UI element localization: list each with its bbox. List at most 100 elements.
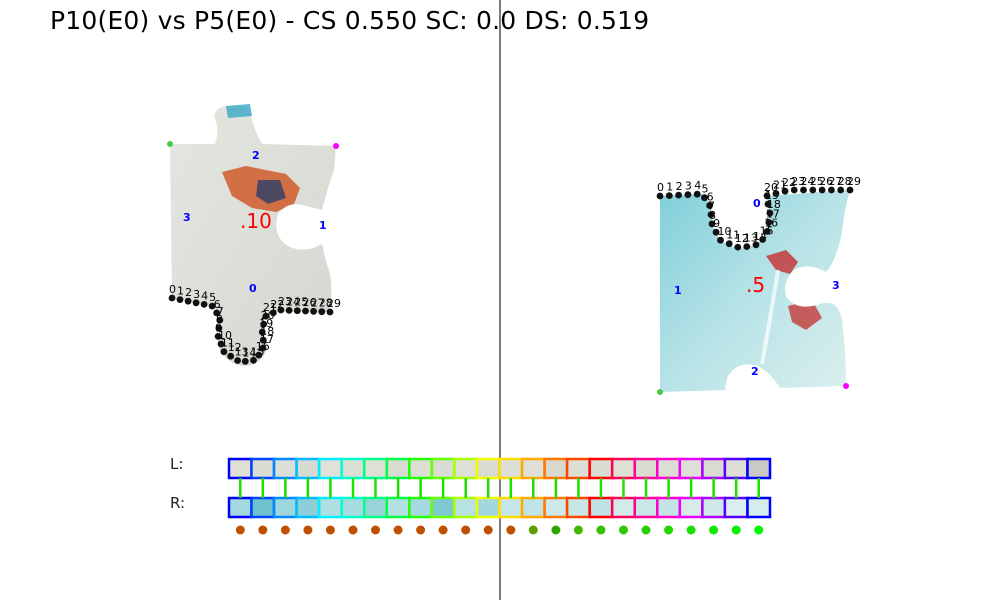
contour-point — [763, 228, 771, 235]
contour-point — [800, 186, 807, 194]
contour-point-index: 8 — [216, 313, 223, 326]
right-strip-cell — [723, 496, 749, 519]
contour-point-index: 4 — [201, 289, 208, 302]
contour-point — [765, 219, 773, 226]
right-strip-cell — [453, 496, 479, 519]
left-strip-cell — [498, 457, 524, 480]
right-strip-cell — [565, 496, 591, 519]
match-score-dot — [731, 525, 741, 535]
contour-point — [269, 309, 277, 317]
left-edge-label-0: 0 — [249, 282, 257, 295]
left-piece-shape — [170, 105, 336, 366]
match-score-dot — [641, 525, 651, 535]
contour-point — [708, 220, 716, 228]
contour-point-index: 2 — [676, 180, 683, 193]
left-strip-cell — [317, 457, 343, 480]
contour-point-index: 25 — [810, 175, 824, 188]
comparison-title: P10(E0) vs P5(E0) - CS 0.550 SC: 0.0 DS:… — [50, 6, 650, 35]
right-strip-cell — [475, 496, 501, 519]
left-corner-marker — [167, 141, 173, 147]
right-piece-artwork — [766, 250, 798, 274]
contour-point-index: 9 — [713, 217, 720, 230]
contour-point — [759, 236, 766, 243]
contour-point-index: 1 — [666, 181, 673, 194]
right-strip-cell — [430, 496, 456, 519]
contour-point — [790, 186, 798, 194]
right-edge-label-1: 1 — [674, 284, 682, 297]
left-strip-cell — [633, 457, 659, 480]
contour-point-index: 24 — [286, 295, 300, 308]
match-score-dot — [664, 525, 674, 535]
contour-point-index: 7 — [217, 305, 224, 318]
match-score-dot — [416, 525, 426, 535]
match-score-dot — [686, 525, 696, 535]
left-strip-cell — [227, 457, 253, 480]
contour-point-index: 27 — [311, 296, 325, 309]
contour-point-index: 29 — [327, 297, 341, 310]
right-strip-cell — [340, 496, 366, 519]
left-piece-artwork-detail — [256, 180, 286, 204]
right-strip-cell — [385, 496, 411, 519]
left-strip-cell — [746, 457, 772, 480]
match-score-dot — [483, 525, 493, 535]
right-edge-label-0: 0 — [753, 197, 761, 210]
contour-point — [665, 192, 673, 200]
right-strip-cell — [656, 496, 682, 519]
left-edge-label-2: 2 — [252, 149, 260, 162]
match-score-dot — [506, 525, 516, 535]
contour-point — [772, 190, 780, 197]
left-strip-cell — [610, 457, 636, 480]
left-strip-cell — [363, 457, 389, 480]
match-score-dot — [528, 525, 538, 535]
contour-point — [837, 186, 845, 194]
contour-point — [258, 328, 266, 336]
contour-point — [277, 306, 285, 314]
contour-point-index: 13 — [235, 346, 249, 359]
contour-point-index: 12 — [228, 341, 242, 354]
contour-point-index: 23 — [278, 295, 292, 308]
contour-point-index: 26 — [303, 296, 317, 309]
match-score-dot — [573, 525, 583, 535]
contour-point — [766, 209, 774, 217]
left-piece-hole — [276, 204, 326, 250]
match-score-dot — [371, 525, 380, 535]
contour-point-index: 6 — [707, 191, 714, 204]
right-piece-id: .5 — [746, 273, 765, 297]
contour-point — [262, 312, 270, 320]
right-corner-marker — [843, 383, 849, 389]
left-edge-label-1: 1 — [319, 219, 327, 232]
left-corner-marker — [333, 143, 339, 149]
contour-point — [220, 348, 228, 356]
contour-point-index: 12 — [735, 232, 749, 245]
contour-point — [734, 243, 742, 251]
left-strip-cell — [723, 457, 749, 480]
left-strip-cell — [295, 457, 321, 480]
left-strip-cell — [678, 457, 704, 480]
contour-point-index: 26 — [819, 175, 833, 188]
contour-point — [217, 340, 225, 348]
contour-point-index: 23 — [791, 175, 805, 188]
right-piece-artwork-line — [760, 269, 780, 365]
contour-point — [255, 351, 263, 359]
left-strip-cell — [453, 457, 479, 480]
contour-point — [208, 302, 216, 310]
right-piece-hole — [785, 266, 829, 307]
right-strip-cell — [678, 496, 704, 519]
right-contour-points: 0123456789101112131415161718192021222324… — [656, 175, 861, 251]
contour-point-index: 3 — [193, 288, 200, 301]
contour-point-index: 8 — [709, 209, 716, 222]
contour-point-index: 5 — [209, 291, 216, 304]
left-strip-cell — [520, 457, 546, 480]
contour-point-index: 11 — [221, 337, 235, 350]
contour-point — [743, 243, 751, 251]
match-score-dot — [393, 525, 403, 535]
right-strip-cell — [272, 496, 298, 519]
contour-point-index: 10 — [218, 329, 232, 342]
left-strip-cell — [385, 457, 411, 480]
contour-point — [241, 357, 249, 365]
contour-point-index: 27 — [828, 175, 842, 188]
contour-point — [234, 357, 242, 364]
left-piece-artwork-top — [226, 104, 252, 118]
match-score-dot — [303, 525, 313, 535]
